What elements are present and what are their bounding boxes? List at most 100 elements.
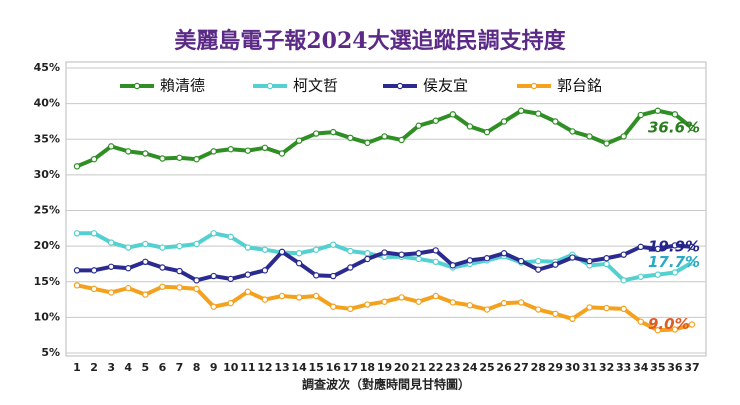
data-point (466, 257, 474, 264)
data-point (295, 137, 303, 144)
data-point (449, 262, 457, 269)
data-point (688, 243, 696, 251)
data-point (125, 284, 132, 292)
data-point (176, 267, 183, 275)
data-point (620, 305, 627, 313)
data-point (330, 303, 337, 310)
data-point (227, 275, 234, 283)
data-point (142, 258, 149, 265)
data-point (193, 240, 200, 248)
data-point (466, 123, 474, 130)
y-tick-label: 25% (34, 204, 60, 217)
data-point (517, 107, 525, 114)
data-point (125, 148, 132, 155)
data-point (586, 133, 593, 140)
x-tick-label: 27 (514, 361, 529, 374)
data-point (227, 146, 234, 153)
data-point (73, 163, 81, 170)
x-tick-label: 23 (445, 361, 460, 374)
data-point (227, 299, 234, 307)
data-point (312, 130, 320, 137)
data-point (107, 263, 115, 270)
data-point (603, 260, 610, 268)
data-point (415, 122, 422, 129)
data-point (227, 233, 234, 241)
legend-marker (266, 82, 274, 90)
data-point (620, 133, 627, 140)
legend-label: 賴清德 (160, 77, 205, 95)
data-point (107, 239, 115, 246)
data-point (193, 277, 200, 284)
data-point (637, 243, 644, 251)
data-point (210, 230, 217, 237)
data-point (90, 230, 98, 237)
data-point (449, 111, 457, 118)
data-point (535, 110, 542, 117)
data-point (261, 246, 269, 253)
x-tick-label: 20 (394, 361, 410, 374)
data-point (125, 244, 132, 251)
data-point (500, 299, 508, 307)
data-point (432, 258, 439, 265)
data-point (244, 244, 252, 251)
data-point (415, 255, 422, 263)
y-tick-label: 15% (34, 275, 60, 288)
data-point (535, 266, 542, 273)
x-tick-label: 13 (274, 361, 289, 374)
data-point (73, 282, 81, 289)
data-point (73, 230, 81, 237)
legend-marker (396, 82, 404, 90)
data-point (90, 267, 98, 274)
data-point (73, 267, 81, 274)
data-point (244, 288, 252, 295)
data-point (278, 292, 286, 300)
data-point (569, 315, 576, 322)
data-point (244, 271, 252, 278)
data-point (671, 242, 679, 249)
x-tick-label: 10 (223, 361, 239, 374)
data-point (312, 292, 320, 300)
x-tick-label: 15 (309, 361, 324, 374)
x-tick-label: 25 (479, 361, 494, 374)
x-tick-label: 11 (240, 361, 255, 374)
data-point (569, 254, 576, 261)
x-tick-label: 37 (684, 361, 699, 374)
data-point (330, 128, 337, 136)
x-tick-label: 2 (90, 361, 98, 374)
data-point (603, 304, 610, 312)
data-point (261, 267, 269, 274)
y-tick-label: 10% (34, 310, 60, 323)
data-point (398, 136, 405, 144)
data-point (364, 301, 371, 308)
x-tick-label: 28 (531, 361, 546, 374)
data-point (620, 277, 627, 284)
x-tick-label: 34 (633, 361, 649, 374)
y-tick-label: 35% (34, 132, 60, 145)
x-tick-label: 9 (210, 361, 218, 374)
data-point (244, 147, 252, 154)
data-point (535, 306, 542, 313)
data-point (466, 302, 474, 309)
data-point (159, 244, 166, 251)
data-point (381, 133, 388, 140)
x-tick-label: 33 (616, 361, 631, 374)
data-point (364, 255, 371, 263)
data-point (637, 318, 644, 325)
data-point (415, 298, 422, 305)
data-point (398, 251, 405, 258)
data-point (432, 292, 439, 300)
data-point (654, 271, 662, 278)
data-point (381, 298, 388, 305)
data-point (364, 139, 371, 147)
data-point (159, 264, 166, 271)
x-tick-label: 19 (377, 361, 392, 374)
end-label: 17.7% (648, 253, 700, 271)
data-point (210, 148, 217, 155)
data-point (654, 327, 662, 334)
x-tick-label: 7 (176, 361, 184, 374)
data-point (654, 245, 662, 253)
x-tick-label: 32 (599, 361, 614, 374)
data-point (347, 264, 354, 271)
x-tick-label: 17 (343, 361, 358, 374)
